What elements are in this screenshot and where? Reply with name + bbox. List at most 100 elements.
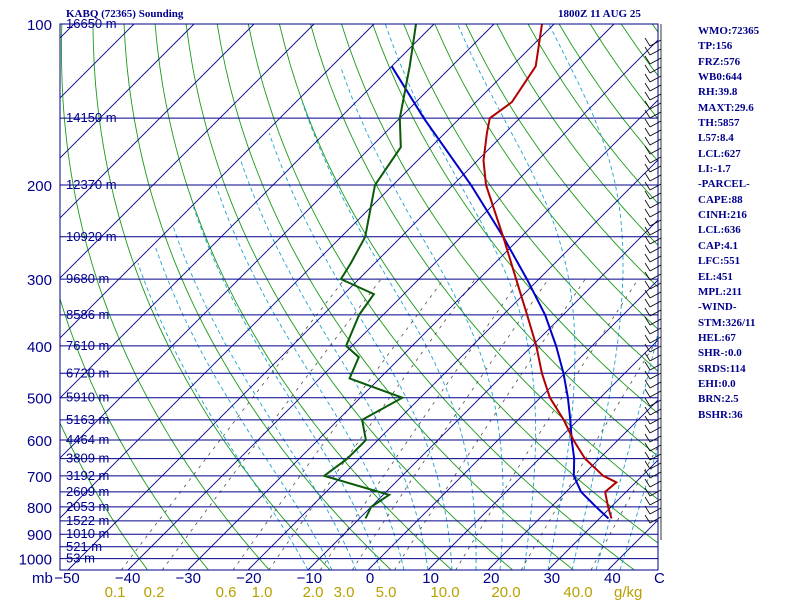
mixing-ratio-label: 1.0	[252, 584, 273, 600]
stat-line: SRDS:114	[698, 362, 746, 375]
pressure-label: 700	[27, 469, 52, 486]
wind-barb	[644, 82, 662, 92]
moist-adiabat	[384, 24, 537, 570]
mixing-ratio-line	[351, 278, 549, 570]
temperature-unit-label: C	[654, 570, 665, 587]
temperature-tick-label: −20	[236, 570, 261, 587]
stat-line: CINH:216	[698, 209, 747, 222]
isobar-height-label: 14150 m	[66, 110, 117, 125]
isotherm	[60, 24, 315, 279]
isobar-height-label: 6720 m	[66, 365, 109, 380]
wind-barb	[644, 199, 662, 209]
temperature-tick-label: 30	[543, 570, 560, 587]
stat-line: MPL:211	[698, 285, 742, 298]
wind-barb	[644, 46, 662, 56]
pressure-label: 300	[27, 272, 52, 289]
stat-line: CAPE:88	[698, 193, 743, 206]
isotherm	[60, 24, 195, 159]
isobar-height-label: 9680 m	[66, 271, 109, 286]
wind-barb	[644, 334, 662, 344]
wind-barb	[644, 91, 662, 101]
wind-barb	[644, 352, 662, 362]
isotherm	[487, 399, 658, 570]
wind-barb	[644, 262, 662, 272]
stat-line: LI:-1.7	[698, 163, 731, 176]
temperature-tick-label: −10	[297, 570, 322, 587]
parcel-trace	[390, 65, 610, 520]
wind-barb	[644, 217, 662, 227]
isobar-height-label: 8586 m	[66, 307, 109, 322]
wind-barb	[644, 163, 662, 173]
wind-barb	[644, 244, 662, 254]
mixing-ratio-label: 0.6	[216, 584, 237, 600]
isotherm	[60, 24, 435, 399]
moist-adiabat	[301, 101, 477, 570]
stat-line: FRZ:576	[698, 55, 741, 68]
isobar-height-label: 521 m	[66, 539, 102, 554]
dry-adiabat	[372, 24, 658, 415]
wind-barb	[644, 37, 662, 47]
wind-barb	[644, 316, 662, 326]
mixing-ratio-line	[590, 445, 658, 570]
wind-barbs	[644, 24, 662, 540]
dry-adiabat	[60, 24, 270, 570]
wind-barb	[644, 253, 662, 263]
moist-adiabat	[137, 262, 309, 570]
temperature-trace	[482, 24, 619, 519]
wind-barb	[644, 514, 662, 524]
stat-line: -PARCEL-	[698, 178, 750, 191]
mixing-ratio-unit-label: g/kg	[614, 584, 642, 600]
isotherm	[60, 24, 495, 459]
stat-line: SHR-:0.0	[698, 347, 742, 360]
dry-adiabat	[403, 24, 658, 372]
wind-barb	[644, 307, 662, 317]
plot-frame	[59, 23, 659, 571]
temperature-tick-label: −40	[115, 570, 140, 587]
wind-barb	[644, 280, 662, 290]
pressure-label: 600	[27, 433, 52, 450]
dry-adiabat	[123, 24, 392, 570]
stat-line: LCL:636	[698, 224, 741, 237]
isobar-height-label: 10920 m	[66, 229, 117, 244]
wind-barb	[644, 406, 662, 416]
temperature-tick-label: −30	[175, 570, 200, 587]
temperature-tick-label: −50	[54, 570, 79, 587]
wind-barb	[644, 145, 662, 155]
wind-barb	[644, 325, 662, 335]
isotherm	[307, 219, 658, 570]
mixing-ratio-label: 5.0	[376, 584, 397, 600]
dry-adiabat	[465, 24, 658, 288]
pressure-unit-label: mb	[32, 570, 53, 587]
temperature-tick-label: 40	[604, 570, 621, 587]
stat-line: BSHR:36	[698, 408, 743, 421]
wind-barb	[644, 73, 662, 83]
isobar-height-label: 1522 m	[66, 513, 109, 528]
wind-barb	[644, 478, 662, 488]
wind-barb	[644, 451, 662, 461]
isobar-height-label: 53 m	[66, 551, 95, 566]
dry-adiabat	[434, 24, 658, 330]
wind-barb	[644, 298, 662, 308]
wind-barb	[644, 181, 662, 191]
isotherm	[427, 339, 658, 570]
wind-barb	[644, 469, 662, 479]
isotherm	[67, 24, 615, 570]
isotherm	[187, 99, 658, 570]
moist-adiabat	[268, 132, 453, 570]
mixing-ratio-label: 10.0	[430, 584, 459, 600]
isobar-height-label: 7610 m	[66, 338, 109, 353]
wind-barb	[644, 379, 662, 389]
stat-line: RH:39.8	[698, 86, 738, 99]
dry-adiabat	[60, 422, 148, 570]
isotherm	[367, 279, 658, 570]
stat-line: L57:8.4	[698, 132, 734, 145]
moist-adiabats	[137, 24, 658, 570]
mixing-ratio-line	[319, 278, 521, 570]
isobar-height-label: 12370 m	[66, 177, 117, 192]
dry-adiabat	[496, 24, 658, 246]
moist-adiabat	[339, 66, 504, 570]
mixing-ratio-label: 0.2	[144, 584, 165, 600]
pressure-label: 400	[27, 339, 52, 356]
pressure-label: 900	[27, 527, 52, 544]
stat-line: EHI:0.0	[698, 377, 736, 390]
